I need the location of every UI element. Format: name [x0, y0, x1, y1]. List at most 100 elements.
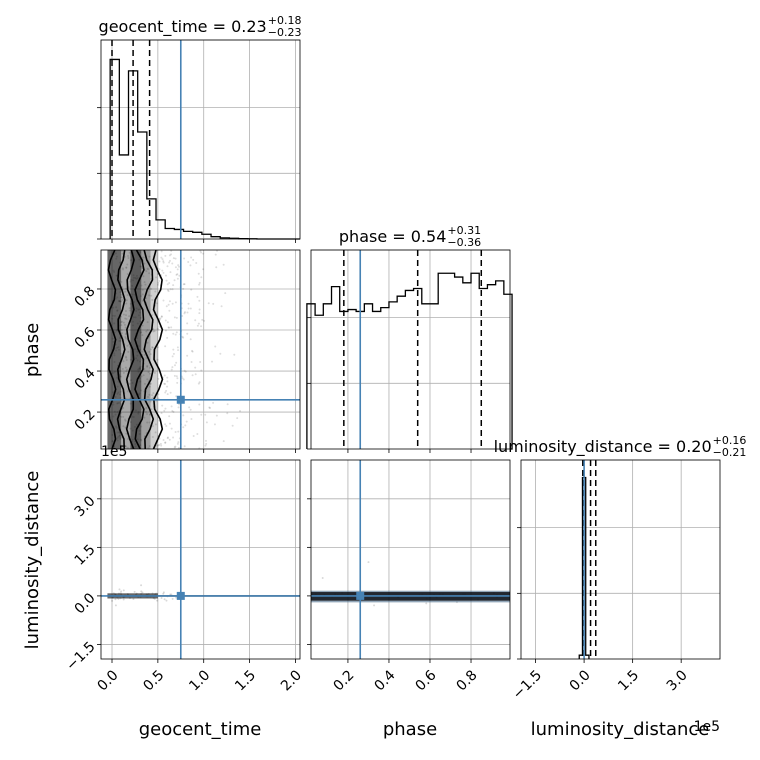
- scatter-point: [170, 253, 173, 256]
- scatter-point: [124, 317, 127, 320]
- scatter-point: [160, 250, 163, 253]
- scatter-point: [167, 326, 170, 329]
- scatter-point: [214, 253, 217, 256]
- scatter-point: [126, 446, 129, 449]
- scatter-point: [165, 305, 168, 308]
- scatter-point: [118, 588, 121, 591]
- scatter-point: [162, 439, 165, 442]
- scatter-point: [148, 421, 151, 424]
- scatter-point: [162, 261, 165, 264]
- scatter-point: [141, 288, 144, 291]
- scatter-point: [171, 597, 174, 600]
- scatter-point: [202, 268, 205, 271]
- title-upper-error: +0.16: [713, 434, 747, 447]
- scatter-point: [161, 258, 164, 261]
- scatter-point: [153, 330, 156, 333]
- scatter-point: [168, 259, 171, 262]
- scatter-point: [166, 380, 169, 383]
- scatter-point: [158, 260, 161, 263]
- scatter-point: [157, 283, 160, 286]
- scatter-point: [164, 441, 167, 444]
- density-band: [311, 600, 510, 603]
- scatter-point: [125, 318, 128, 321]
- scatter-point: [166, 283, 169, 286]
- scatter-point: [168, 415, 171, 418]
- scatter-point: [170, 427, 173, 430]
- scatter-point: [146, 364, 149, 367]
- scatter-point: [152, 328, 155, 331]
- scatter-point: [148, 294, 151, 297]
- scatter-point: [154, 431, 157, 434]
- scatter-point: [187, 302, 190, 305]
- scatter-point: [127, 255, 130, 258]
- scatter-point: [184, 311, 187, 314]
- scatter-point: [212, 302, 215, 305]
- scatter-point: [151, 394, 154, 397]
- scatter-point: [176, 381, 179, 384]
- scatter-point: [191, 374, 194, 377]
- x-tick-label-phase: 0.4: [372, 667, 399, 694]
- scatter-point: [166, 436, 169, 439]
- scatter-point: [143, 416, 146, 419]
- scatter-point: [126, 273, 129, 276]
- y-tick-label-phase: 0.4: [72, 365, 99, 392]
- scatter-point: [181, 377, 184, 380]
- scatter-point: [157, 281, 160, 284]
- scatter-point: [141, 350, 144, 353]
- scatter-point: [171, 302, 174, 305]
- scatter-point: [200, 251, 203, 254]
- scatter-point: [142, 256, 145, 259]
- title-phase: phase = 0.54 +0.31−0.36: [339, 224, 481, 249]
- scatter-point: [124, 290, 127, 293]
- scatter-point: [149, 348, 152, 351]
- scatter-point: [120, 590, 123, 593]
- scatter-point: [156, 302, 159, 305]
- scatter-point: [144, 410, 147, 413]
- scatter-point: [155, 444, 158, 447]
- scatter-point: [146, 396, 149, 399]
- scatter-point: [157, 377, 160, 380]
- scatter-point: [170, 593, 173, 596]
- scatter-point: [149, 400, 152, 403]
- scatter-point: [122, 415, 125, 418]
- scatter-point: [123, 418, 126, 421]
- scatter-point: [151, 425, 154, 428]
- scatter-point: [200, 413, 203, 416]
- scatter-point: [222, 440, 225, 443]
- title-lower-error: −0.23: [268, 26, 302, 39]
- scatter-point: [190, 349, 193, 352]
- scatter-point: [128, 315, 131, 318]
- scatter-point: [125, 445, 128, 448]
- scatter-point: [203, 319, 206, 322]
- y-tick-label-luminosity-distance: 1.5: [72, 542, 99, 569]
- scatter-point: [140, 584, 143, 587]
- scatter-point: [141, 408, 144, 411]
- scatter-point: [187, 307, 190, 310]
- scatter-point: [150, 294, 153, 297]
- scatter-point: [147, 268, 150, 271]
- scatter-point: [205, 421, 208, 424]
- scatter-point: [146, 421, 149, 424]
- scatter-point: [199, 360, 202, 363]
- scatter-point: [321, 577, 324, 580]
- panel-phase-vs-luminosity-distance-content: [311, 561, 510, 607]
- scatter-point: [143, 281, 146, 284]
- scatter-point: [162, 591, 165, 594]
- scatter-point: [177, 441, 180, 444]
- scatter-point: [168, 261, 171, 264]
- scatter-point: [145, 270, 148, 273]
- scatter-point: [207, 302, 210, 305]
- scatter-point: [148, 393, 151, 396]
- hist-luminosity-distance-grid: [521, 459, 720, 659]
- scatter-point: [189, 307, 192, 310]
- scatter-point: [154, 423, 157, 426]
- scatter-point: [157, 328, 160, 331]
- scatter-point: [165, 424, 168, 427]
- scatter-point: [148, 445, 151, 448]
- scatter-point: [170, 368, 173, 371]
- scatter-point: [178, 403, 181, 406]
- scatter-point: [196, 295, 199, 298]
- scatter-point: [202, 252, 205, 255]
- scatter-point: [120, 332, 123, 335]
